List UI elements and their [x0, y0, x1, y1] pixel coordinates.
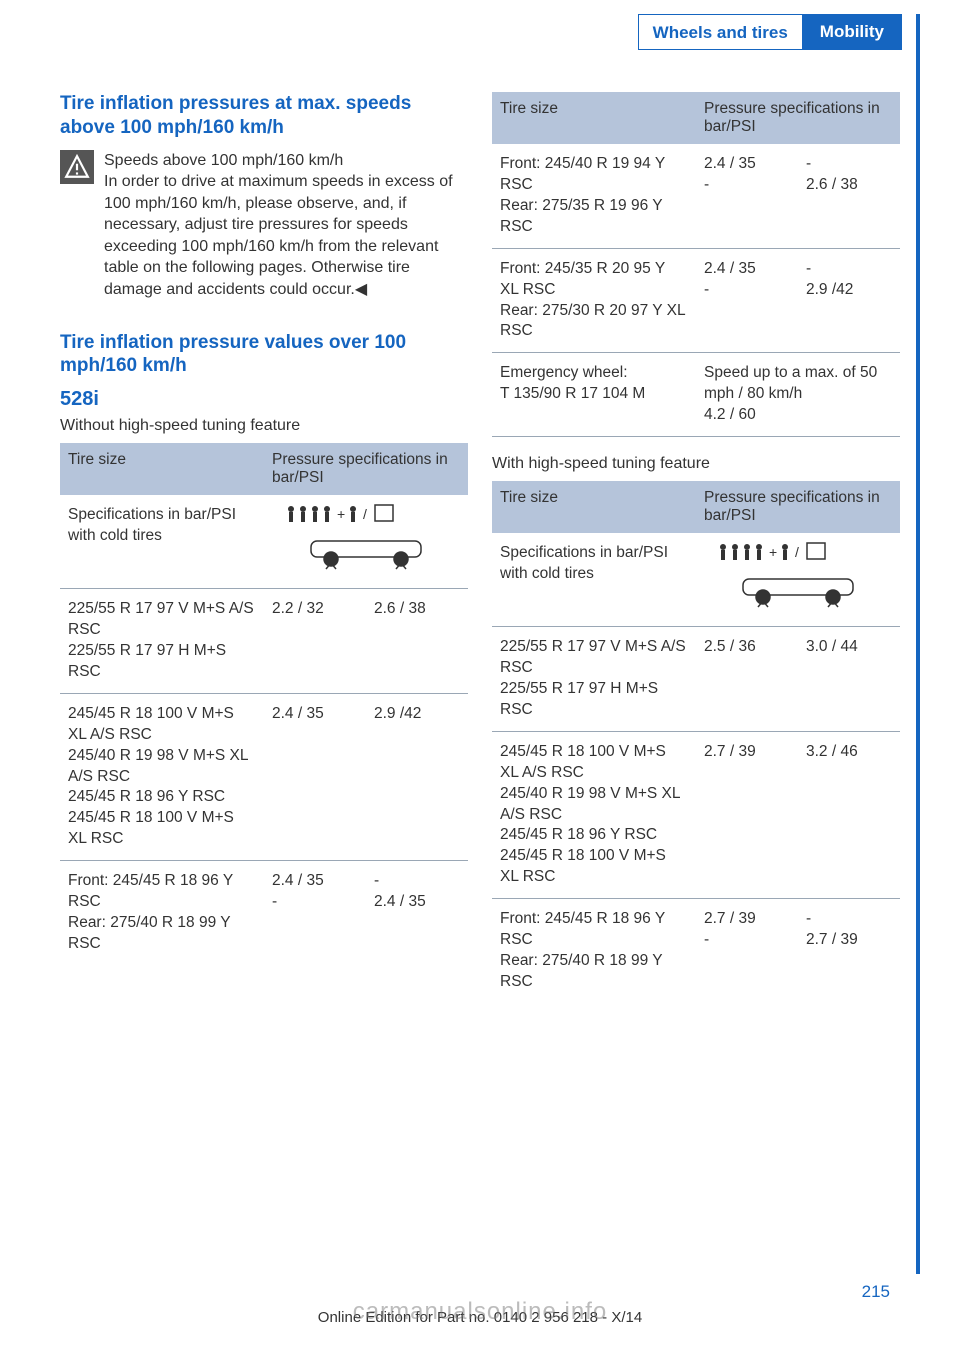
cell-size: Front: 245/35 R 20 95 Y XL RSC Rear: 275…	[492, 248, 696, 353]
spec-label: Specifications in bar/PSI with cold tire…	[492, 533, 696, 626]
th-tire-size: Tire size	[492, 92, 696, 144]
svg-text:/: /	[795, 544, 799, 560]
warning-body: In order to drive at maximum speeds in e…	[104, 173, 453, 298]
cell-p1: 2.5 / 36	[696, 627, 798, 732]
heading-values: Tire inflation pressure values over 100 …	[60, 331, 468, 379]
table-header-row: Tire size Pressure specifications in bar…	[492, 481, 900, 533]
page-number: 215	[862, 1282, 890, 1302]
loading-pictogram: + /	[696, 533, 900, 626]
cell-p2: - 2.7 / 39	[798, 899, 900, 1003]
cell-p2: 3.2 / 46	[798, 731, 900, 898]
th-pressure: Pressure specifications in bar/PSI	[696, 92, 900, 144]
cell-size: Emergency wheel: T 135/90 R 17 104 M	[492, 353, 696, 437]
right-column: Tire size Pressure specifications in bar…	[492, 92, 900, 1003]
spec-label: Specifications in bar/PSI with cold tire…	[60, 495, 264, 588]
svg-text:+: +	[769, 544, 777, 560]
table-row: Front: 245/45 R 18 96 Y RSC Rear: 275/40…	[492, 899, 900, 1003]
cell-size: 245/45 R 18 100 V M+S XL A/S RSC 245/40 …	[492, 731, 696, 898]
table-header-row: Tire size Pressure specifications in bar…	[492, 92, 900, 144]
cell-p2: 2.6 / 38	[366, 589, 468, 694]
cell-size: Front: 245/40 R 19 94 Y RSC Rear: 275/35…	[492, 144, 696, 248]
cell-p1: 2.4 / 35 -	[264, 861, 366, 965]
cell-p1: 2.7 / 39	[696, 731, 798, 898]
warning-text: Speeds above 100 mph/160 km/h In order t…	[104, 150, 468, 301]
pressure-table-without: Tire size Pressure specifications in bar…	[60, 443, 468, 965]
cell-full: Speed up to a max. of 50 mph / 80 km/h 4…	[696, 353, 900, 437]
table-row: Front: 245/35 R 20 95 Y XL RSC Rear: 275…	[492, 248, 900, 353]
table-row: 245/45 R 18 100 V M+S XL A/S RSC 245/40 …	[60, 693, 468, 860]
pressure-table-with: Tire size Pressure specifications in bar…	[492, 481, 900, 1003]
chapter-label: Mobility	[802, 14, 902, 50]
cell-size: Front: 245/45 R 18 96 Y RSC Rear: 275/40…	[60, 861, 264, 965]
table-row: 245/45 R 18 100 V M+S XL A/S RSC 245/40 …	[492, 731, 900, 898]
cell-p1: 2.2 / 32	[264, 589, 366, 694]
breadcrumb: Wheels and tires Mobility	[638, 14, 902, 50]
cell-p2: 2.9 /42	[366, 693, 468, 860]
th-tire-size: Tire size	[60, 443, 264, 495]
cell-p1: 2.4 / 35 -	[696, 248, 798, 353]
table-row: Emergency wheel: T 135/90 R 17 104 M Spe…	[492, 353, 900, 437]
section-label: Wheels and tires	[638, 14, 802, 50]
th-tire-size: Tire size	[492, 481, 696, 533]
table-row: Specifications in bar/PSI with cold tire…	[492, 533, 900, 626]
pressure-table-cont: Tire size Pressure specifications in bar…	[492, 92, 900, 437]
cell-p1: 2.4 / 35 -	[696, 144, 798, 248]
table-header-row: Tire size Pressure specifications in bar…	[60, 443, 468, 495]
table-row: Front: 245/45 R 18 96 Y RSC Rear: 275/40…	[60, 861, 468, 965]
table-row: Front: 245/40 R 19 94 Y RSC Rear: 275/35…	[492, 144, 900, 248]
page-edge-rule	[916, 14, 920, 1274]
table-row: 225/55 R 17 97 V M+S A/S RSC 225/55 R 17…	[492, 627, 900, 732]
warning-title: Speeds above 100 mph/160 km/h	[104, 152, 343, 169]
table-row: 225/55 R 17 97 V M+S A/S RSC 225/55 R 17…	[60, 589, 468, 694]
warning-icon	[60, 150, 94, 184]
cell-p2: 3.0 / 44	[798, 627, 900, 732]
th-pressure: Pressure specifications in bar/PSI	[696, 481, 900, 533]
model-heading: 528i	[60, 388, 468, 411]
svg-text:+: +	[337, 506, 345, 522]
table-row: Specifications in bar/PSI with cold tire…	[60, 495, 468, 588]
svg-text:/: /	[363, 506, 367, 522]
cell-size: 225/55 R 17 97 V M+S A/S RSC 225/55 R 17…	[60, 589, 264, 694]
table-caption-without: Without high-speed tuning feature	[60, 417, 468, 435]
cell-size: 245/45 R 18 100 V M+S XL A/S RSC 245/40 …	[60, 693, 264, 860]
cell-p1: 2.4 / 35	[264, 693, 366, 860]
footer-line: Online Edition for Part no. 0140 2 956 2…	[60, 1309, 900, 1326]
cell-p2: - 2.4 / 35	[366, 861, 468, 965]
th-pressure: Pressure specifications in bar/PSI	[264, 443, 468, 495]
cell-p1: 2.7 / 39 -	[696, 899, 798, 1003]
cell-p2: - 2.6 / 38	[798, 144, 900, 248]
cell-size: 225/55 R 17 97 V M+S A/S RSC 225/55 R 17…	[492, 627, 696, 732]
cell-size: Front: 245/45 R 18 96 Y RSC Rear: 275/40…	[492, 899, 696, 1003]
left-column: Tire inflation pressures at max. speeds …	[60, 92, 468, 1003]
loading-pictogram: + /	[264, 495, 468, 588]
cell-p2: - 2.9 /42	[798, 248, 900, 353]
table-caption-with: With high-speed tuning feature	[492, 455, 900, 473]
heading-max-speed: Tire inflation pressures at max. speeds …	[60, 92, 468, 140]
